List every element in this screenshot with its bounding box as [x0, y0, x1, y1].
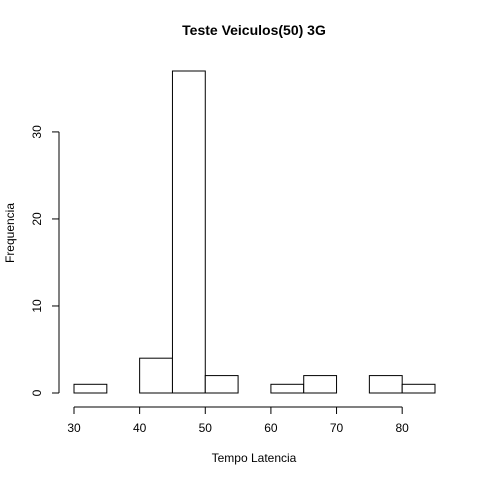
y-tick-label: 10: [30, 299, 44, 313]
y-axis-label: Frequencia: [3, 203, 17, 263]
histogram-bar: [204, 375, 239, 394]
histogram-bar: [401, 383, 436, 394]
x-tick-label: 80: [396, 421, 410, 435]
x-axis-label: Tempo Latencia: [212, 451, 297, 465]
y-tick-label: 0: [30, 389, 44, 396]
bars-layer: [73, 70, 436, 394]
histogram-bar: [303, 375, 338, 394]
histogram-bar: [139, 357, 173, 394]
histogram-bar: [171, 70, 206, 394]
histogram-bar: [270, 383, 305, 394]
y-axis: 0 10 20 30: [30, 125, 60, 396]
x-tick-label: 50: [199, 421, 213, 435]
y-tick-label: 30: [30, 125, 44, 139]
x-axis: 30 40 50 60 70 80: [67, 406, 410, 435]
histogram-bar: [73, 383, 108, 394]
x-tick-label: 40: [133, 421, 147, 435]
x-tick-label: 70: [330, 421, 344, 435]
chart-title: Teste Veiculos(50) 3G: [182, 22, 326, 38]
histogram-bar: [368, 375, 403, 394]
y-tick-label: 20: [30, 212, 44, 226]
x-tick-label: 60: [264, 421, 278, 435]
x-tick-label: 30: [67, 421, 81, 435]
